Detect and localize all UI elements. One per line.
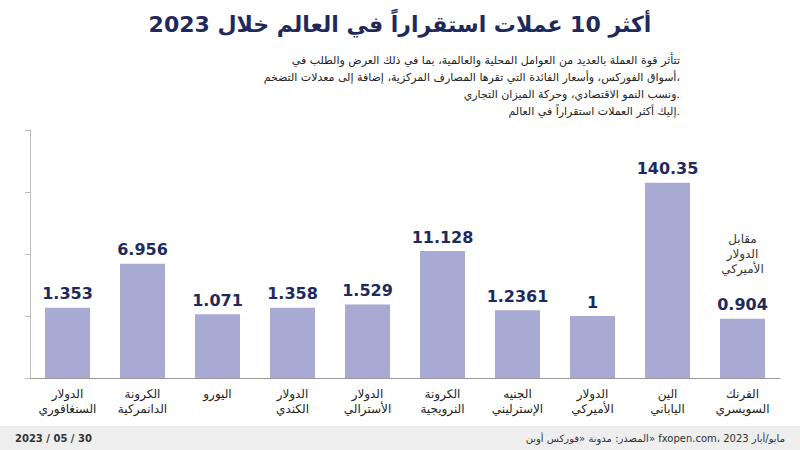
svg-text:الفرنك: الفرنك — [726, 387, 759, 402]
svg-text:1: 1 — [587, 293, 598, 312]
svg-text:تتأثر قوة العملة بالعديد من ال: تتأثر قوة العملة بالعديد من العوامل المح… — [292, 52, 680, 67]
svg-text:السويسري: السويسري — [716, 402, 770, 417]
svg-text:الأميركي: الأميركي — [571, 401, 614, 417]
svg-text:الدولار: الدولار — [576, 387, 609, 402]
svg-text:ونسب النمو الاقتصادي، وحركة ال: ونسب النمو الاقتصادي، وحركة الميزان التج… — [464, 88, 680, 101]
svg-text:الدانمركية: الدانمركية — [118, 402, 167, 417]
svg-text:الدولار: الدولار — [726, 247, 759, 262]
svg-text:الدولار: الدولار — [351, 387, 384, 402]
svg-text:الإسترليني: الإسترليني — [492, 402, 543, 417]
svg-text:إليك أكثر العملات استقراراً في: إليك أكثر العملات استقراراً في العالم. — [509, 103, 680, 118]
svg-text:11.128: 11.128 — [412, 228, 474, 247]
svg-text:مقابل: مقابل — [728, 232, 757, 246]
svg-text:140.35: 140.35 — [637, 159, 699, 178]
svg-text:أكثر 10 عملات استقراراً في الع: أكثر 10 عملات استقراراً في العالم خلال 2… — [149, 8, 652, 38]
svg-text:1.353: 1.353 — [42, 284, 93, 303]
svg-text:الجنيه: الجنيه — [503, 387, 531, 401]
svg-text:الياباني: الياباني — [650, 402, 685, 416]
svg-text:6.956: 6.956 — [117, 240, 168, 259]
svg-text:2023 / 05 / 30: 2023 / 05 / 30 — [15, 433, 92, 444]
svg-text:0.904: 0.904 — [717, 295, 768, 314]
svg-text:أسواق الفوركس، وأسعار الفائدة: أسواق الفوركس، وأسعار الفائدة التي تقرها… — [264, 70, 680, 84]
svg-text:الكندي: الكندي — [276, 402, 309, 416]
svg-text:1.529: 1.529 — [342, 281, 393, 300]
svg-text:الدولار: الدولار — [51, 387, 84, 402]
svg-text:المصدر: مدونة «فوركس أوبن» fxo: المصدر: مدونة «فوركس أوبن» fxopen.com، م… — [526, 432, 785, 445]
svg-text:الكرونة: الكرونة — [425, 387, 461, 402]
svg-text:الين: الين — [658, 387, 678, 402]
svg-text:النرويجية: النرويجية — [420, 402, 464, 417]
svg-text:الأسترالي: الأسترالي — [344, 401, 391, 417]
svg-text:1.358: 1.358 — [267, 284, 318, 303]
svg-text:اليورو: اليورو — [202, 387, 231, 402]
svg-text:1.2361: 1.2361 — [487, 287, 549, 306]
svg-text:الدولار: الدولار — [276, 387, 309, 402]
svg-text:السنغافوري: السنغافوري — [39, 402, 97, 417]
svg-text:الأميركي: الأميركي — [721, 261, 764, 277]
svg-text:الكرونة: الكرونة — [125, 387, 161, 402]
svg-text:1.071: 1.071 — [192, 291, 243, 310]
